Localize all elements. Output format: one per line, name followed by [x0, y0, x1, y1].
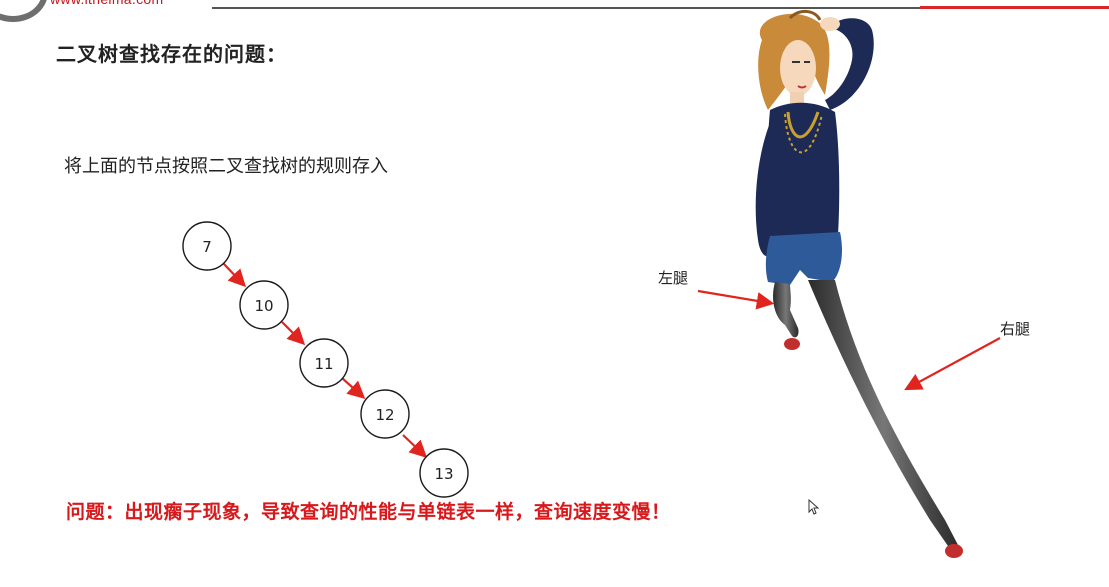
tree-node-label: 13: [434, 465, 453, 483]
mouse-cursor-icon: [808, 499, 820, 515]
skewed-tree-diagram: 7 10 11 12 13: [182, 221, 469, 498]
tree-node: 10: [239, 280, 289, 330]
instruction-text: 将上面的节点按照二叉查找树的规则存入: [64, 156, 388, 177]
tree-edge: [402, 434, 428, 459]
tree-node-label: 11: [314, 355, 333, 373]
tree-node: 7: [182, 221, 232, 271]
header-divider: [212, 7, 1109, 9]
tree-edge: [341, 377, 366, 399]
left-leg-label: 左腿: [658, 269, 689, 287]
tree-node: 11: [299, 338, 349, 388]
tree-node-label: 10: [254, 297, 273, 315]
tree-edge: [222, 262, 247, 288]
site-url: www.itheima.com: [50, 0, 163, 7]
right-leg-label: 右腿: [1000, 320, 1031, 338]
figure-illustration: [697, 10, 1001, 558]
tree-node: 13: [419, 448, 469, 498]
slide-title: 二叉树查找存在的问题：: [56, 42, 287, 66]
tree-edge: [281, 321, 306, 346]
conclusion-text: 问题：出现瘸子现象，导致查询的性能与单链表一样，查询速度变慢！: [66, 501, 671, 523]
header-divider-accent: [920, 6, 1109, 9]
tree-node-label: 7: [202, 238, 212, 256]
tree-node: 12: [360, 389, 410, 439]
right-leg-arrow: [904, 337, 1001, 391]
left-leg-arrow: [697, 289, 775, 310]
tree-node-label: 12: [375, 406, 394, 424]
